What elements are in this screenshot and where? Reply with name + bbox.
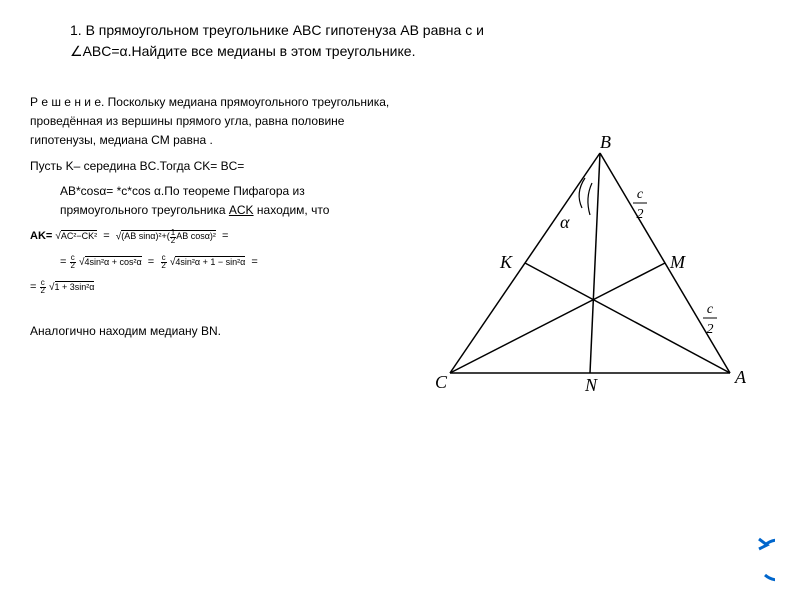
- frac-bm-num: c: [637, 187, 644, 202]
- median-ak: [525, 263, 730, 373]
- formula-line2: = c2 √4sin²α + cos²α = c2 √4sin²α + 1 − …: [30, 254, 390, 272]
- formula-ak: AK= √AC²−CK² = √(AB sinα)²+(12AB cosα)² …: [30, 228, 390, 246]
- label-b: B: [600, 133, 611, 152]
- nav-back-arrow[interactable]: [725, 535, 775, 585]
- arrow-head: [759, 539, 767, 549]
- solution-underline: ACK: [229, 203, 254, 217]
- solution-para2a: Пусть K– середина BC.Тогда CK= BC=: [30, 159, 244, 173]
- problem-number: 1.: [70, 22, 82, 38]
- median-cm: [450, 263, 665, 373]
- expr1b: √(AB sinα)²+(12AB cosα)²: [116, 229, 216, 245]
- problem-line2: ABC=α.Найдите все медианы в этом треугол…: [83, 43, 416, 59]
- formula-line3: = c2 √1 + 3sin²α: [30, 279, 390, 297]
- label-m: M: [669, 252, 686, 272]
- label-c: C: [435, 372, 448, 392]
- label-k: K: [499, 252, 513, 272]
- frac-bm-den: 2: [637, 207, 644, 222]
- label-a: A: [734, 367, 747, 387]
- median-bn: [590, 153, 600, 373]
- frac-ma-den: 2: [707, 322, 714, 337]
- frac-ma-num: c: [707, 302, 714, 317]
- solution-block: Р е ш е н и е. Поскольку медиана прямоуг…: [30, 93, 390, 347]
- frac-bm: c 2: [633, 187, 647, 222]
- solution-para2c: находим, что: [254, 203, 330, 217]
- angle-symbol: ∠: [70, 45, 83, 60]
- solution-heading: Р е ш е н и е.: [30, 95, 104, 109]
- triangle-diagram: A B C K M N α c 2 c 2: [420, 133, 780, 413]
- problem-line1: В прямоугольном треугольнике ABC гипотен…: [86, 22, 484, 38]
- label-n: N: [584, 375, 598, 395]
- angle-arc2: [588, 183, 592, 215]
- expr1a: √AC²−CK²: [55, 229, 97, 245]
- label-alpha: α: [560, 212, 570, 232]
- diagram-container: A B C K M N α c 2 c 2: [410, 93, 770, 347]
- ak-label: AK=: [30, 230, 52, 242]
- final-line: Аналогично находим медиану BN.: [30, 322, 390, 341]
